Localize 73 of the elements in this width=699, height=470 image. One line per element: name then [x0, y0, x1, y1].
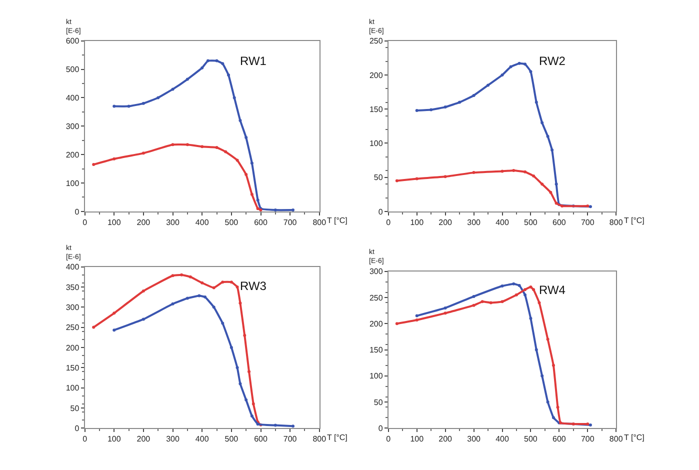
x-axis-title: T [°C] — [624, 433, 644, 442]
x-tick-label: 100 — [410, 434, 424, 444]
x-tick-label: 100 — [107, 434, 122, 444]
y-tick-label: 200 — [369, 319, 384, 328]
x-tick-label: 600 — [552, 218, 566, 228]
y-tick-label: 300 — [66, 302, 80, 312]
annotation: RW3 — [240, 279, 267, 293]
x-tick-label: 300 — [166, 218, 180, 228]
x-axis-title: T [°C] — [327, 433, 348, 442]
x-tick-label: 700 — [580, 218, 595, 228]
x-tick-label: 0 — [82, 218, 88, 228]
x-tick-label: 400 — [195, 218, 210, 228]
y-tick-label: 150 — [369, 346, 384, 355]
x-tick-label: 800 — [609, 434, 624, 444]
x-tick-label: 300 — [467, 434, 482, 444]
x-tick-label: 0 — [386, 218, 392, 228]
y-tick-label: 0 — [378, 207, 384, 216]
y-tick-label: 250 — [369, 293, 384, 302]
y-tick-label: 100 — [66, 384, 80, 393]
x-tick-label: 400 — [195, 434, 210, 444]
x-tick-label: 600 — [254, 434, 268, 444]
x-tick-label: 600 — [254, 218, 268, 228]
y-tick-label: 350 — [66, 282, 80, 292]
annotation: RW1 — [240, 54, 267, 68]
annotation: RW2 — [539, 54, 566, 68]
x-axis-title: T [°C] — [327, 216, 348, 225]
x-axis-title: T [°C] — [624, 216, 644, 225]
x-tick-label: 100 — [410, 218, 424, 228]
x-tick-label: 700 — [283, 434, 298, 444]
y-tick-label: 400 — [66, 262, 80, 272]
y-tick-label: 200 — [66, 150, 80, 160]
x-tick-label: 300 — [166, 434, 180, 444]
x-tick-label: 200 — [136, 434, 151, 444]
x-tick-label: 800 — [609, 218, 624, 228]
y-tick-label: 50 — [374, 398, 384, 407]
x-tick-label: 300 — [467, 218, 482, 228]
y-tick-label: 50 — [374, 173, 384, 182]
y-tick-label: 50 — [70, 404, 80, 413]
x-tick-label: 500 — [524, 218, 538, 228]
y-tick-label: 150 — [369, 104, 384, 114]
x-tick-label: 200 — [136, 218, 151, 228]
x-tick-label: 600 — [552, 434, 566, 444]
x-tick-label: 700 — [283, 218, 298, 228]
y-tick-label: 600 — [66, 36, 80, 46]
y-tick-label: 150 — [66, 363, 80, 372]
y-tick-label: 250 — [369, 36, 384, 46]
y-tick-label: 0 — [378, 424, 384, 433]
y-tick-label: 300 — [369, 267, 384, 276]
x-tick-label: 500 — [224, 434, 239, 444]
x-tick-label: 400 — [496, 434, 510, 444]
y-tick-label: 500 — [66, 65, 80, 74]
y-tick-label: 250 — [66, 323, 80, 332]
x-tick-label: 700 — [580, 434, 595, 444]
x-tick-label: 0 — [386, 434, 392, 444]
y-tick-label: 100 — [369, 372, 384, 381]
y-tick-label: 100 — [369, 139, 384, 148]
y-tick-label: 100 — [66, 178, 80, 188]
x-tick-label: 200 — [438, 434, 453, 444]
x-tick-label: 400 — [496, 218, 510, 228]
x-tick-label: 800 — [312, 218, 327, 228]
x-tick-label: 800 — [312, 434, 327, 444]
x-tick-label: 200 — [438, 218, 453, 228]
y-tick-label: 400 — [66, 94, 80, 103]
y-tick-label: 0 — [74, 207, 80, 216]
y-tick-label: 200 — [66, 343, 80, 352]
y-tick-label: 300 — [66, 122, 80, 131]
y-tick-label: 200 — [369, 70, 384, 80]
x-tick-label: 500 — [224, 218, 239, 228]
x-tick-label: 0 — [82, 434, 88, 444]
annotation: RW4 — [539, 283, 566, 297]
y-tick-label: 0 — [74, 424, 80, 433]
x-tick-label: 500 — [524, 434, 538, 444]
x-tick-label: 100 — [107, 218, 122, 228]
